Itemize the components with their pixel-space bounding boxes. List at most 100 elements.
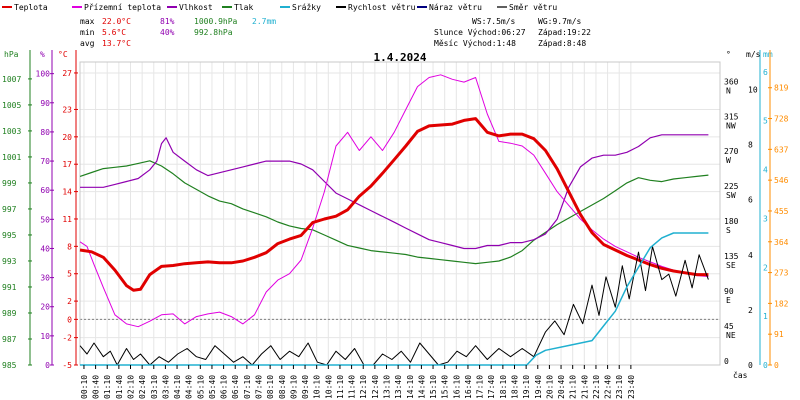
x-tick-label: 13:40 [394, 375, 403, 399]
tick-hpa: 987 [2, 335, 17, 344]
tick-pct: 80 [40, 128, 50, 137]
tick-degc: 11 [62, 215, 72, 224]
x-tick-label: 00:40 [92, 375, 101, 399]
x-tick-label: 16:10 [452, 375, 461, 399]
x-axis: 00:10 00:40 01:10 01:40 02:10 02:40 03:10 03:40… [80, 365, 748, 399]
tick-deg: 0 [724, 357, 729, 366]
tick-pct: 40 [40, 244, 50, 253]
tick-hpa: 997 [2, 205, 17, 214]
stat-min-hum: 40% [160, 28, 175, 37]
stat-max-temp: 22.0°C [102, 17, 131, 26]
tick-deg: 45 [724, 322, 734, 331]
info-ws: WS:7.5m/s [472, 17, 516, 26]
tick-wm2: 637 [774, 145, 789, 154]
info-moon: Měsíc Východ:1:48 [434, 39, 516, 48]
legend-label-dir: Směr větru [509, 3, 557, 12]
tick-ms: 4 [748, 251, 753, 260]
x-tick-label: 16:40 [464, 375, 473, 399]
legend-label-hum: Vlhkost [179, 3, 213, 12]
tick-mm: 4 [763, 166, 768, 175]
stat-min-press: 992.8hPa [194, 28, 233, 37]
tick-hpa: 993 [2, 257, 17, 266]
x-tick-label: 02:10 [127, 375, 136, 399]
tick-dir: NW [726, 121, 736, 130]
tick-hpa: 991 [2, 283, 17, 292]
right-axes: ° m/s mm045NE90E135SE180S225SW270W315NW360… [724, 50, 789, 370]
info-moon-set: Západ:8:48 [538, 39, 586, 48]
tick-deg: 90 [724, 287, 734, 296]
series-line-rain [80, 232, 709, 366]
tick-deg: 180 [724, 217, 739, 226]
tick-degc: 8 [67, 242, 72, 251]
x-tick-label: 06:40 [231, 375, 240, 399]
x-tick-label: 21:40 [580, 375, 589, 399]
stat-max-rain: 2.7mm [252, 17, 276, 26]
grid [79, 61, 721, 366]
x-tick-label: 04:40 [185, 375, 194, 399]
stat-min-label: min [80, 28, 95, 37]
tick-ms: 6 [748, 196, 753, 205]
x-tick-label: 08:10 [266, 375, 275, 399]
x-tick-label: 09:40 [301, 375, 310, 399]
tick-ms: 8 [748, 141, 753, 150]
x-tick-label: 23:10 [615, 375, 624, 399]
x-tick-label: 00:10 [80, 375, 89, 399]
tick-wm2: 819 [774, 84, 789, 93]
tick-degc: 2 [67, 297, 72, 306]
axis-label-ms: m/s [746, 50, 761, 59]
x-tick-label: 14:40 [417, 375, 426, 399]
legend-label-wind: Rychlost větru [348, 3, 416, 12]
info-sun: Slunce Východ:06:27 [434, 28, 526, 37]
x-tick-label: 02:40 [138, 375, 147, 399]
tick-wm2: 364 [774, 238, 789, 247]
x-tick-label: 06:10 [220, 375, 229, 399]
tick-degc: 17 [62, 160, 72, 169]
tick-mm: 5 [763, 117, 768, 126]
x-tick-label: 17:10 [476, 375, 485, 399]
tick-deg: 135 [724, 252, 739, 261]
tick-pct: 30 [40, 274, 50, 283]
x-tick-label: 15:40 [441, 375, 450, 399]
tick-wm2: 546 [774, 176, 789, 185]
tick-wm2: 728 [774, 115, 789, 124]
tick-pct: 50 [40, 215, 50, 224]
tick-pct: 20 [40, 303, 50, 312]
tick-deg: 270 [724, 147, 739, 156]
x-tick-label: 19:40 [534, 375, 543, 399]
tick-hpa: 985 [2, 361, 17, 370]
tick-degc: 23 [62, 105, 72, 114]
tick-mm: 2 [763, 263, 768, 272]
tick-pct: 0 [45, 361, 50, 370]
x-tick-label: 17:40 [487, 375, 496, 399]
tick-degc: -5 [62, 361, 72, 370]
legend-label-rain: Srážky [292, 3, 321, 12]
tick-pct: 100 [36, 70, 51, 79]
tick-deg: 225 [724, 182, 739, 191]
tick-degc: 5 [67, 270, 72, 279]
plot-series [79, 74, 709, 366]
x-tick-label: 08:40 [278, 375, 287, 399]
tick-pct: 70 [40, 157, 50, 166]
x-tick-label: 13:10 [383, 375, 392, 399]
x-tick-label: 03:40 [161, 375, 170, 399]
stat-avg-temp: 13.7°C [102, 39, 131, 48]
x-tick-label: 10:10 [313, 375, 322, 399]
stat-max-label: max [80, 17, 95, 26]
tick-ms: 10 [748, 86, 758, 95]
tick-degc: 0 [67, 315, 72, 324]
x-tick-label: 09:10 [289, 375, 298, 399]
series-line-wind [79, 246, 709, 366]
x-tick-label: 22:10 [592, 375, 601, 399]
tick-ms: 2 [748, 306, 753, 315]
series-line-dew [79, 74, 709, 328]
tick-dir: SE [726, 261, 736, 270]
tick-mm: 3 [763, 214, 768, 223]
tick-pct: 90 [40, 99, 50, 108]
stat-max-press: 1000.9hPa [194, 17, 238, 26]
x-tick-label: 18:40 [511, 375, 520, 399]
tick-hpa: 1005 [2, 101, 21, 110]
tick-pct: 10 [40, 332, 50, 341]
tick-dir: SW [726, 191, 736, 200]
x-tick-label: 23:40 [627, 375, 636, 399]
info-sun-set: Západ:19:22 [538, 28, 591, 37]
